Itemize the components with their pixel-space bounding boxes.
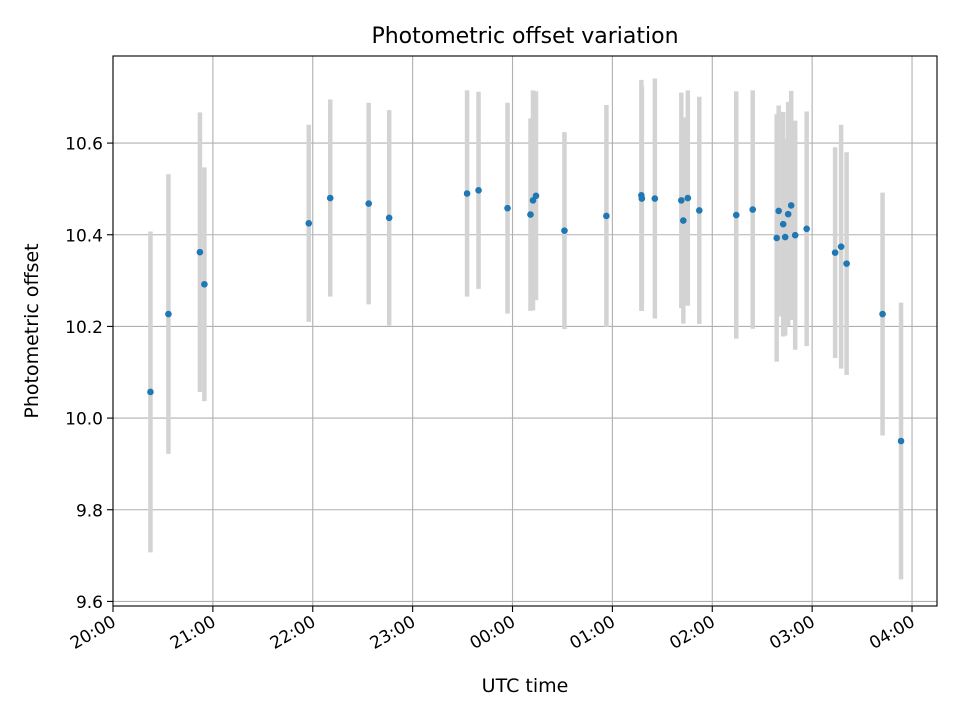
data-point: [365, 200, 372, 207]
data-point: [749, 206, 757, 213]
data-point: [803, 225, 810, 233]
x-tick-label: 01:00: [566, 612, 618, 654]
x-tick-label: 23:00: [367, 612, 419, 654]
data-point: [781, 233, 789, 241]
data-point: [843, 260, 850, 267]
plot-area-frame: [112, 55, 938, 607]
data-point: [784, 210, 792, 218]
data-points: [147, 186, 905, 445]
x-axis-label: UTC time: [482, 675, 569, 697]
data-point: [651, 195, 659, 202]
y-tick-label: 10.4: [65, 226, 103, 246]
x-tick-label: 22:00: [267, 612, 319, 654]
data-point: [897, 437, 905, 445]
data-point: [532, 192, 540, 200]
y-tick-label: 10.0: [65, 410, 103, 430]
data-point: [201, 280, 208, 288]
x-tick-label: 00:00: [467, 612, 519, 654]
data-point: [561, 227, 568, 234]
y-axis-label: Photometric offset: [21, 243, 43, 418]
x-tick-label: 21:00: [167, 612, 219, 654]
data-point: [638, 195, 646, 202]
data-point: [773, 234, 780, 242]
data-point: [831, 249, 839, 256]
y-tick-label: 10.6: [65, 135, 103, 155]
data-point: [678, 197, 685, 204]
x-tick-label: 03:00: [766, 612, 818, 654]
data-point: [837, 243, 845, 250]
data-point: [385, 214, 393, 222]
data-point: [463, 190, 471, 197]
data-point: [475, 186, 482, 194]
data-point: [680, 217, 687, 224]
data-point: [775, 207, 782, 215]
chart-title: Photometric offset variation: [371, 24, 678, 49]
x-tick-label: 20:00: [67, 612, 119, 654]
data-point: [879, 310, 886, 318]
data-point: [504, 204, 511, 212]
x-axis-ticks: 20:00 21:00 22:00 23:00 00:00 01:00 02:00 03:00…: [67, 606, 919, 654]
grid-lines: [112, 56, 937, 606]
data-point: [147, 388, 154, 396]
data-point: [779, 220, 787, 228]
data-point: [787, 202, 795, 209]
y-tick-label: 9.8: [76, 501, 103, 521]
data-point: [196, 248, 204, 256]
x-tick-label: 04:00: [866, 612, 918, 654]
data-point: [603, 212, 610, 220]
y-axis-ticks: 9.6 9.8 10.0 10.2 10.4 10.6: [65, 135, 113, 613]
data-point: [732, 211, 740, 219]
data-point: [695, 207, 703, 214]
data-point: [527, 211, 534, 218]
y-tick-label: 10.2: [65, 318, 103, 338]
y-tick-label: 9.6: [76, 593, 103, 613]
data-point: [684, 194, 692, 202]
x-tick-label: 02:00: [666, 612, 718, 654]
data-point: [305, 219, 313, 227]
data-point: [165, 310, 172, 318]
data-point: [791, 231, 799, 239]
error-bars: [148, 78, 904, 580]
data-point: [326, 194, 334, 202]
